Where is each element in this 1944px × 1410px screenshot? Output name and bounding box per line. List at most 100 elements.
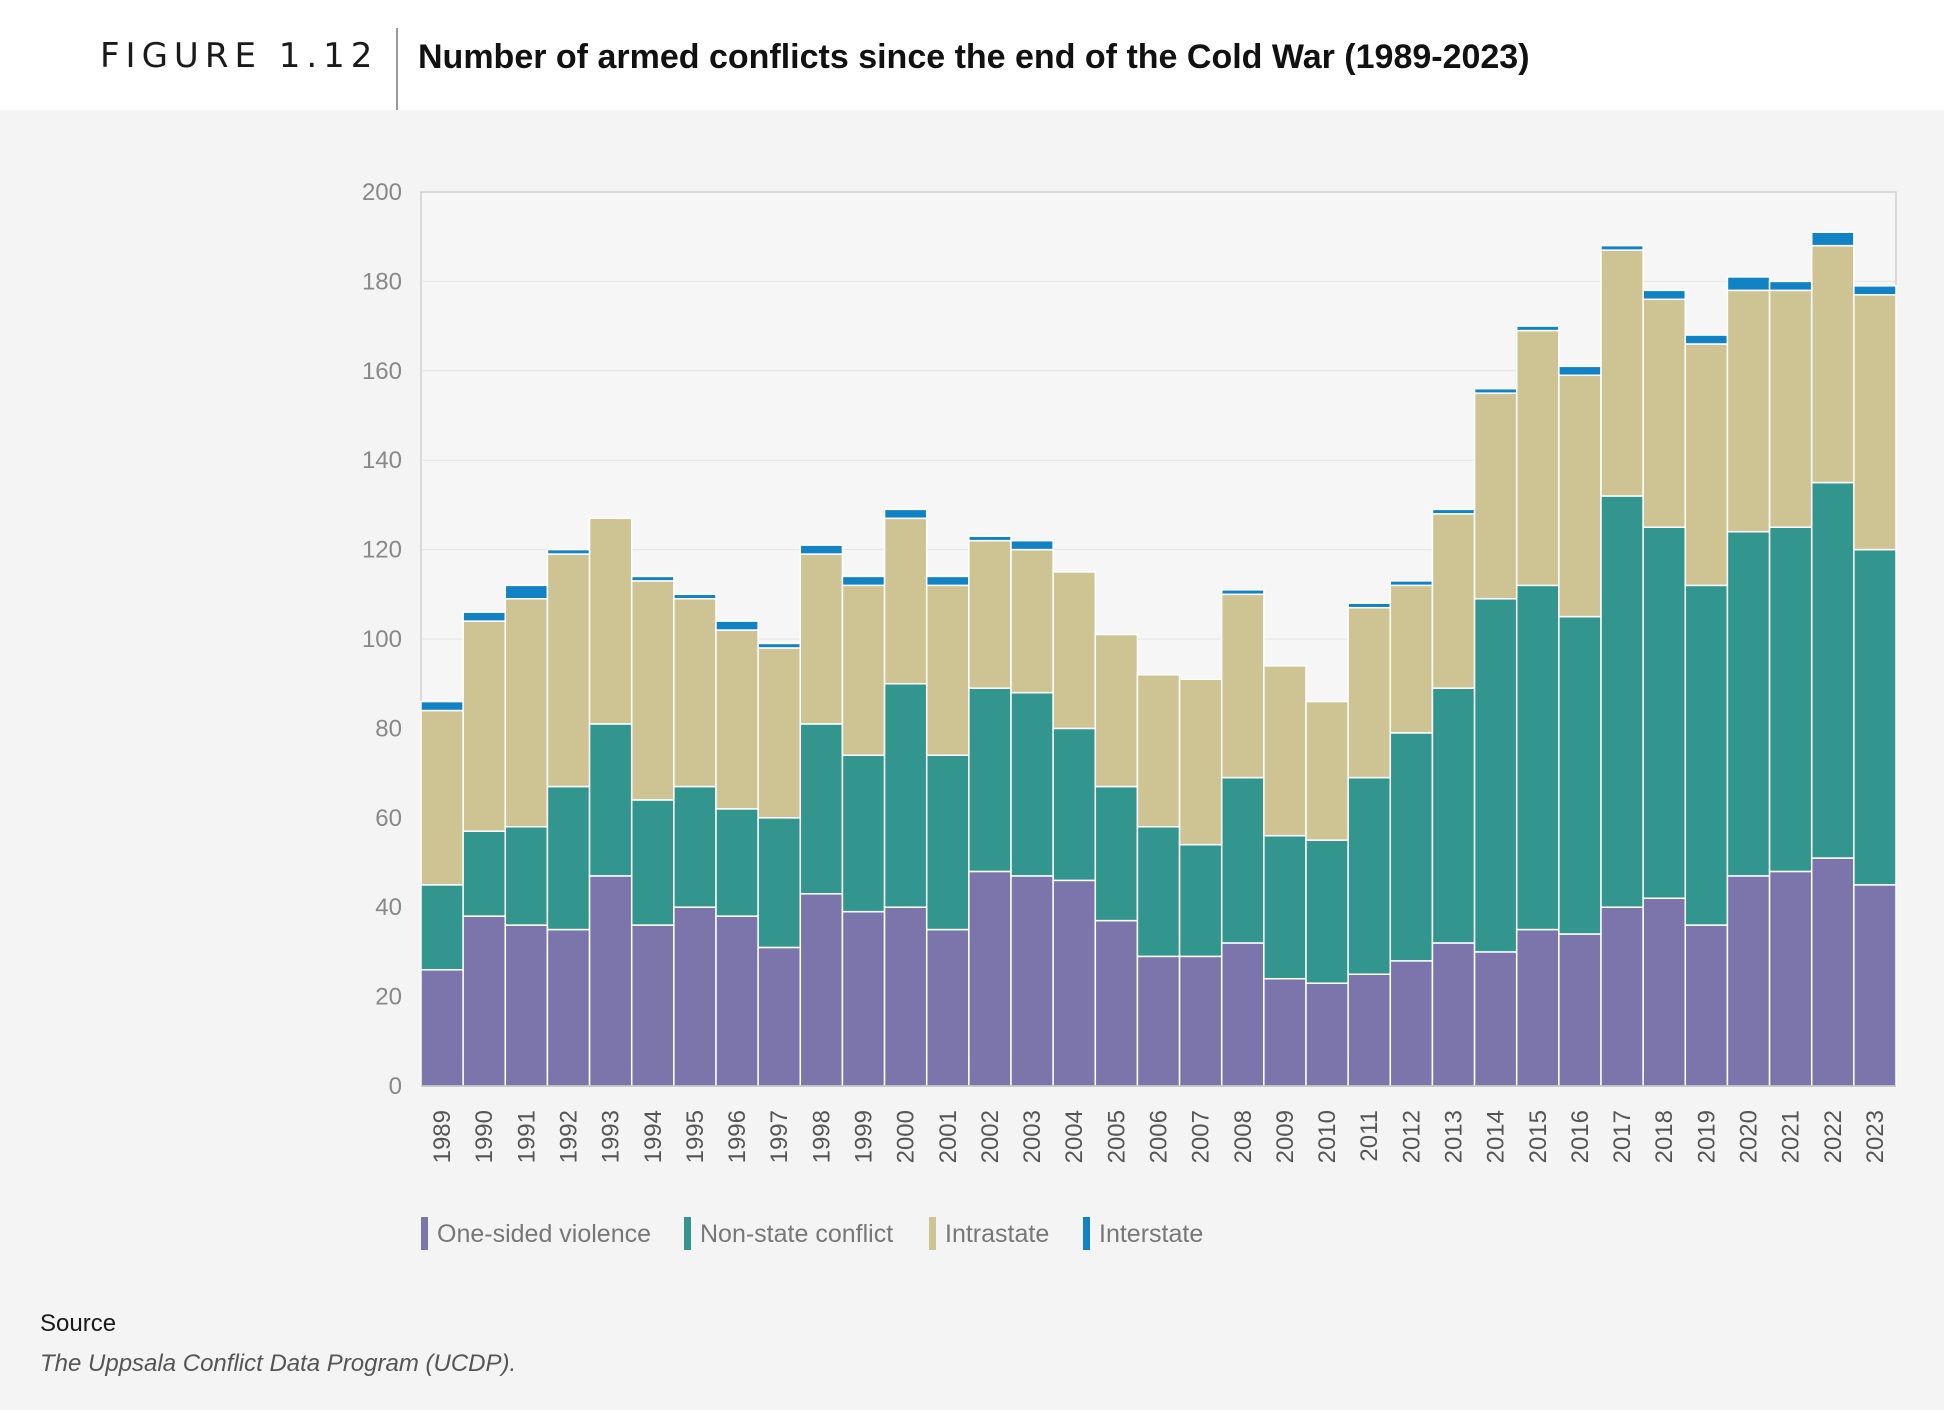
x-tick-label: 1990 xyxy=(471,1110,498,1163)
bar-intrastate-2008 xyxy=(1220,593,1265,779)
x-tick-label: 1989 xyxy=(429,1110,456,1163)
y-tick-label: 60 xyxy=(375,805,402,832)
bar-one-sided-violence-2011 xyxy=(1347,973,1392,1087)
bar-interstate-2016 xyxy=(1558,365,1602,377)
bar-intrastate-2007 xyxy=(1178,678,1223,846)
bar-non-state-conflict-2019 xyxy=(1684,584,1729,926)
bar-non-state-conflict-1998 xyxy=(799,723,844,895)
bar-intrastate-2017 xyxy=(1600,249,1644,497)
legend-swatch-intrastate xyxy=(929,1217,936,1250)
bar-one-sided-violence-2020 xyxy=(1726,875,1771,1087)
bar-one-sided-violence-1994 xyxy=(630,924,675,1087)
bar-intrastate-2005 xyxy=(1094,633,1139,788)
bar-one-sided-violence-2000 xyxy=(883,906,928,1087)
x-tick-label: 2017 xyxy=(1609,1110,1636,1163)
source-text: The Uppsala Conflict Data Program (UCDP)… xyxy=(40,1350,517,1377)
bar-non-state-conflict-2006 xyxy=(1136,825,1181,958)
bar-one-sided-violence-2012 xyxy=(1389,960,1434,1087)
bar-one-sided-violence-2002 xyxy=(968,870,1012,1087)
bar-non-state-conflict-2002 xyxy=(968,687,1012,873)
bar-one-sided-violence-2001 xyxy=(925,928,970,1087)
x-tick-label: 2016 xyxy=(1567,1110,1594,1163)
bar-one-sided-violence-1997 xyxy=(757,946,802,1087)
x-tick-label: 2010 xyxy=(1314,1110,1341,1163)
bar-one-sided-violence-1996 xyxy=(715,915,759,1087)
bar-one-sided-violence-2013 xyxy=(1431,942,1476,1087)
bar-non-state-conflict-1996 xyxy=(715,808,759,917)
bar-non-state-conflict-2007 xyxy=(1178,843,1223,958)
x-tick-label: 1994 xyxy=(640,1110,667,1163)
bar-one-sided-violence-1990 xyxy=(462,915,507,1087)
bar-intrastate-2002 xyxy=(968,539,1012,689)
x-tick-label: 2005 xyxy=(1103,1110,1130,1163)
bar-non-state-conflict-2008 xyxy=(1220,776,1265,944)
bar-interstate-2003 xyxy=(1010,539,1054,551)
x-tick-label: 2001 xyxy=(935,1110,962,1163)
bar-non-state-conflict-2014 xyxy=(1473,598,1518,953)
bar-one-sided-violence-1998 xyxy=(799,893,844,1087)
bar-intrastate-2023 xyxy=(1853,294,1897,551)
bar-interstate-1994 xyxy=(630,575,675,582)
x-tick-label: 2011 xyxy=(1356,1110,1383,1162)
bar-intrastate-2009 xyxy=(1263,665,1307,837)
bar-one-sided-violence-1999 xyxy=(841,910,886,1087)
x-tick-label: 1993 xyxy=(598,1110,625,1163)
bar-intrastate-2001 xyxy=(925,584,970,756)
bar-non-state-conflict-2023 xyxy=(1853,548,1897,886)
bar-interstate-1989 xyxy=(420,700,464,712)
bar-non-state-conflict-2022 xyxy=(1810,481,1855,859)
bar-intrastate-1993 xyxy=(588,517,633,725)
bar-intrastate-1996 xyxy=(715,629,759,810)
legend-swatch-interstate xyxy=(1083,1217,1090,1250)
bar-non-state-conflict-1997 xyxy=(757,817,802,949)
bar-one-sided-violence-2023 xyxy=(1853,884,1897,1087)
bar-one-sided-violence-2003 xyxy=(1010,875,1054,1087)
bar-non-state-conflict-2000 xyxy=(883,682,928,908)
bar-interstate-1997 xyxy=(757,642,802,649)
y-tick-label: 80 xyxy=(375,715,402,742)
x-tick-label: 2014 xyxy=(1483,1110,1510,1163)
bar-non-state-conflict-2009 xyxy=(1263,834,1307,980)
bar-non-state-conflict-2005 xyxy=(1094,785,1139,922)
bar-non-state-conflict-1999 xyxy=(841,754,886,913)
bar-non-state-conflict-2011 xyxy=(1347,776,1392,975)
bar-non-state-conflict-1994 xyxy=(630,799,675,926)
bar-non-state-conflict-2016 xyxy=(1558,615,1602,935)
bar-one-sided-violence-2007 xyxy=(1178,955,1223,1087)
x-tick-label: 2015 xyxy=(1525,1110,1552,1163)
bar-non-state-conflict-1993 xyxy=(588,723,633,877)
bar-intrastate-1997 xyxy=(757,647,802,819)
bar-interstate-2014 xyxy=(1473,387,1518,394)
header-divider xyxy=(396,28,398,110)
source-label: Source xyxy=(40,1310,117,1337)
x-tick-label: 2020 xyxy=(1736,1110,1763,1163)
bar-interstate-1995 xyxy=(673,593,717,600)
bar-non-state-conflict-2015 xyxy=(1515,584,1560,931)
bar-one-sided-violence-2008 xyxy=(1220,942,1265,1087)
bar-non-state-conflict-2017 xyxy=(1600,495,1644,908)
x-tick-label: 1998 xyxy=(808,1110,835,1163)
bar-one-sided-violence-2016 xyxy=(1558,933,1602,1087)
bar-interstate-2022 xyxy=(1810,231,1855,247)
bar-interstate-1996 xyxy=(715,620,759,631)
bar-interstate-2018 xyxy=(1642,289,1687,301)
bar-intrastate-1992 xyxy=(546,553,591,788)
legend-label-non-state-conflict: Non-state conflict xyxy=(700,1220,893,1248)
bar-intrastate-2000 xyxy=(883,517,928,685)
bar-intrastate-1994 xyxy=(630,580,675,801)
bar-one-sided-violence-1991 xyxy=(504,924,549,1087)
x-tick-label: 2004 xyxy=(1061,1110,1088,1163)
bar-interstate-1992 xyxy=(546,548,591,555)
bar-non-state-conflict-2004 xyxy=(1052,727,1097,882)
y-tick-label: 20 xyxy=(375,984,402,1011)
legend-label-interstate: Interstate xyxy=(1099,1220,1203,1248)
legend-label-intrastate: Intrastate xyxy=(945,1220,1049,1248)
bar-one-sided-violence-1992 xyxy=(546,928,591,1087)
bar-non-state-conflict-2021 xyxy=(1768,526,1813,873)
bar-non-state-conflict-2018 xyxy=(1642,526,1687,900)
y-tick-label: 40 xyxy=(375,894,402,921)
bar-interstate-1999 xyxy=(841,575,886,587)
bar-one-sided-violence-2006 xyxy=(1136,955,1181,1087)
bar-interstate-2020 xyxy=(1726,276,1771,292)
bar-non-state-conflict-2003 xyxy=(1010,691,1054,877)
